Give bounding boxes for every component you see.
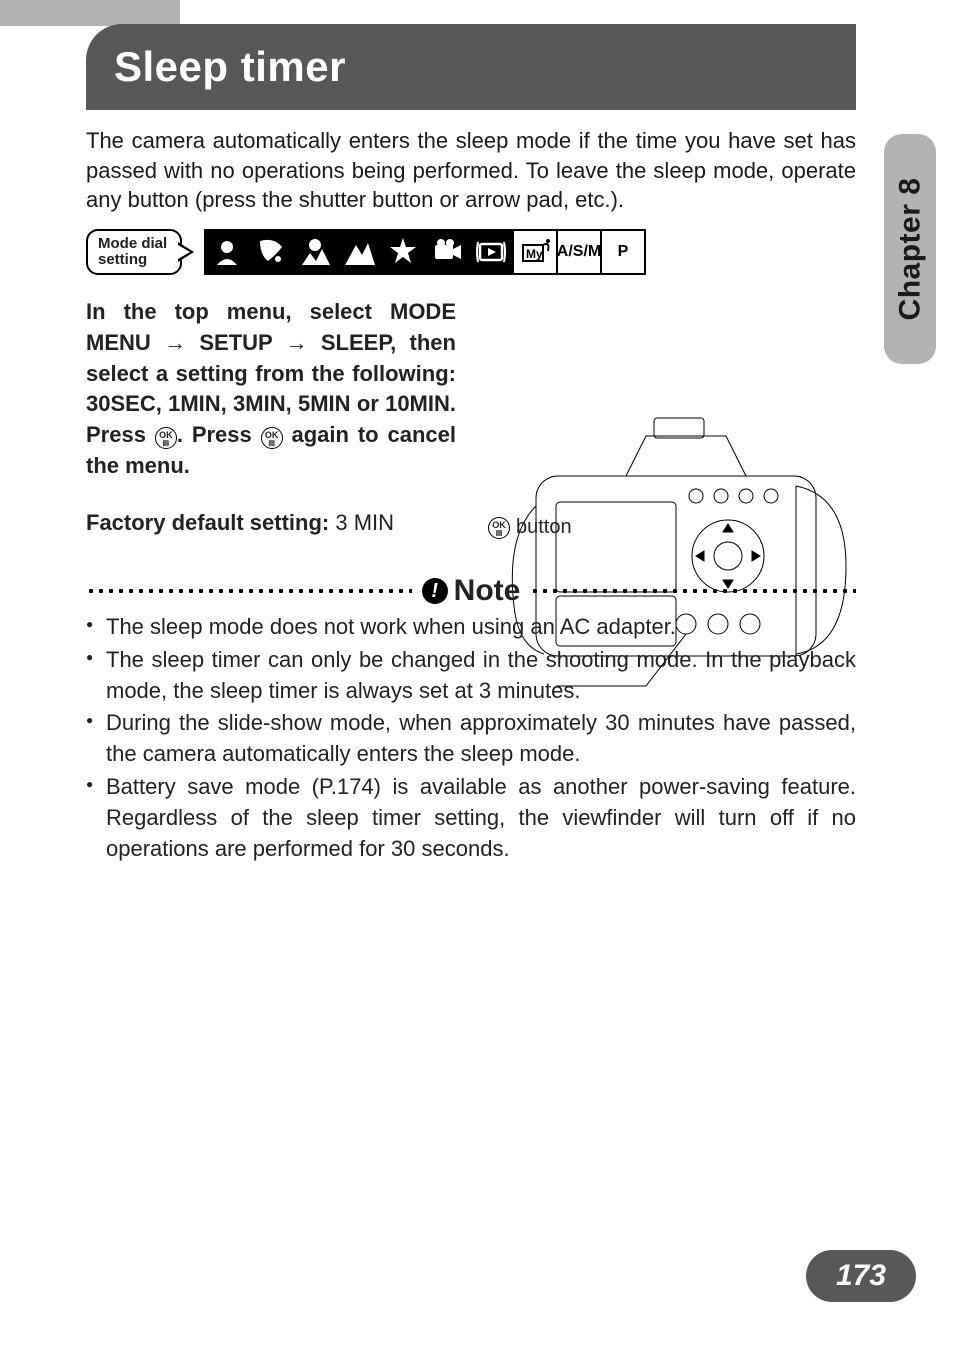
arrow-icon: → — [286, 330, 308, 355]
note-item: The sleep timer can only be changed in t… — [86, 645, 856, 707]
mode-dial-label-line2: setting — [98, 252, 170, 268]
mode-dial-label: Mode dial setting — [86, 229, 182, 275]
note-heading-row: ! Note — [86, 574, 856, 608]
note-item: The sleep mode does not work when using … — [86, 612, 856, 643]
ok-button-icon: OK▤ — [261, 427, 283, 449]
page-number-value: 173 — [836, 1259, 886, 1293]
factory-default-label: Factory default setting: — [86, 510, 329, 535]
arrow-icon: → — [164, 330, 186, 355]
page-number: 173 — [806, 1250, 916, 1302]
ok-button-callout: OK▤ button — [488, 516, 572, 539]
page-title: Sleep timer — [114, 43, 346, 91]
note-item: During the slide-show mode, when approxi… — [86, 708, 856, 770]
note-dots-right — [530, 587, 856, 595]
top-grey-strip — [0, 0, 180, 26]
movie-icon — [424, 229, 470, 275]
intro-paragraph: The camera automatically enters the slee… — [86, 126, 856, 215]
note-label: ! Note — [422, 574, 521, 608]
landscape-icon — [292, 229, 338, 275]
note-icon: ! — [422, 578, 448, 604]
ok-button-icon: OK▤ — [488, 517, 510, 539]
asm-mode: A/S/M — [556, 229, 602, 275]
instr-part: . Press — [177, 422, 252, 447]
mymode-icon — [512, 229, 558, 275]
p-mode-label: P — [618, 243, 629, 261]
instructions: In the top menu, select MODE MENU → SETU… — [86, 297, 456, 482]
mode-dial-row: Mode dial setting A/S/M P — [86, 229, 856, 275]
asm-mode-label: A/S/M — [557, 243, 601, 261]
note-item: Battery save mode (P.174) is available a… — [86, 772, 856, 864]
instr-part: SETUP — [199, 330, 272, 355]
playback-icon — [468, 229, 514, 275]
callout-text: button — [516, 516, 572, 539]
mountain-icon — [336, 229, 382, 275]
chapter-label: Chapter 8 — [893, 178, 927, 321]
factory-default-value: 3 MIN — [329, 510, 394, 535]
ok-button-icon: OK▤ — [155, 427, 177, 449]
mode-dial-icons: A/S/M P — [206, 229, 646, 275]
portrait-icon — [204, 229, 250, 275]
mode-dial-label-line1: Mode dial — [98, 236, 170, 252]
sports-icon — [248, 229, 294, 275]
night-icon — [380, 229, 426, 275]
section-banner: Sleep timer — [86, 24, 856, 110]
notes-list: The sleep mode does not work when using … — [86, 612, 856, 866]
p-mode: P — [600, 229, 646, 275]
chapter-tab: Chapter 8 — [884, 134, 936, 364]
note-dots-left — [86, 587, 412, 595]
note-heading: Note — [454, 574, 521, 608]
